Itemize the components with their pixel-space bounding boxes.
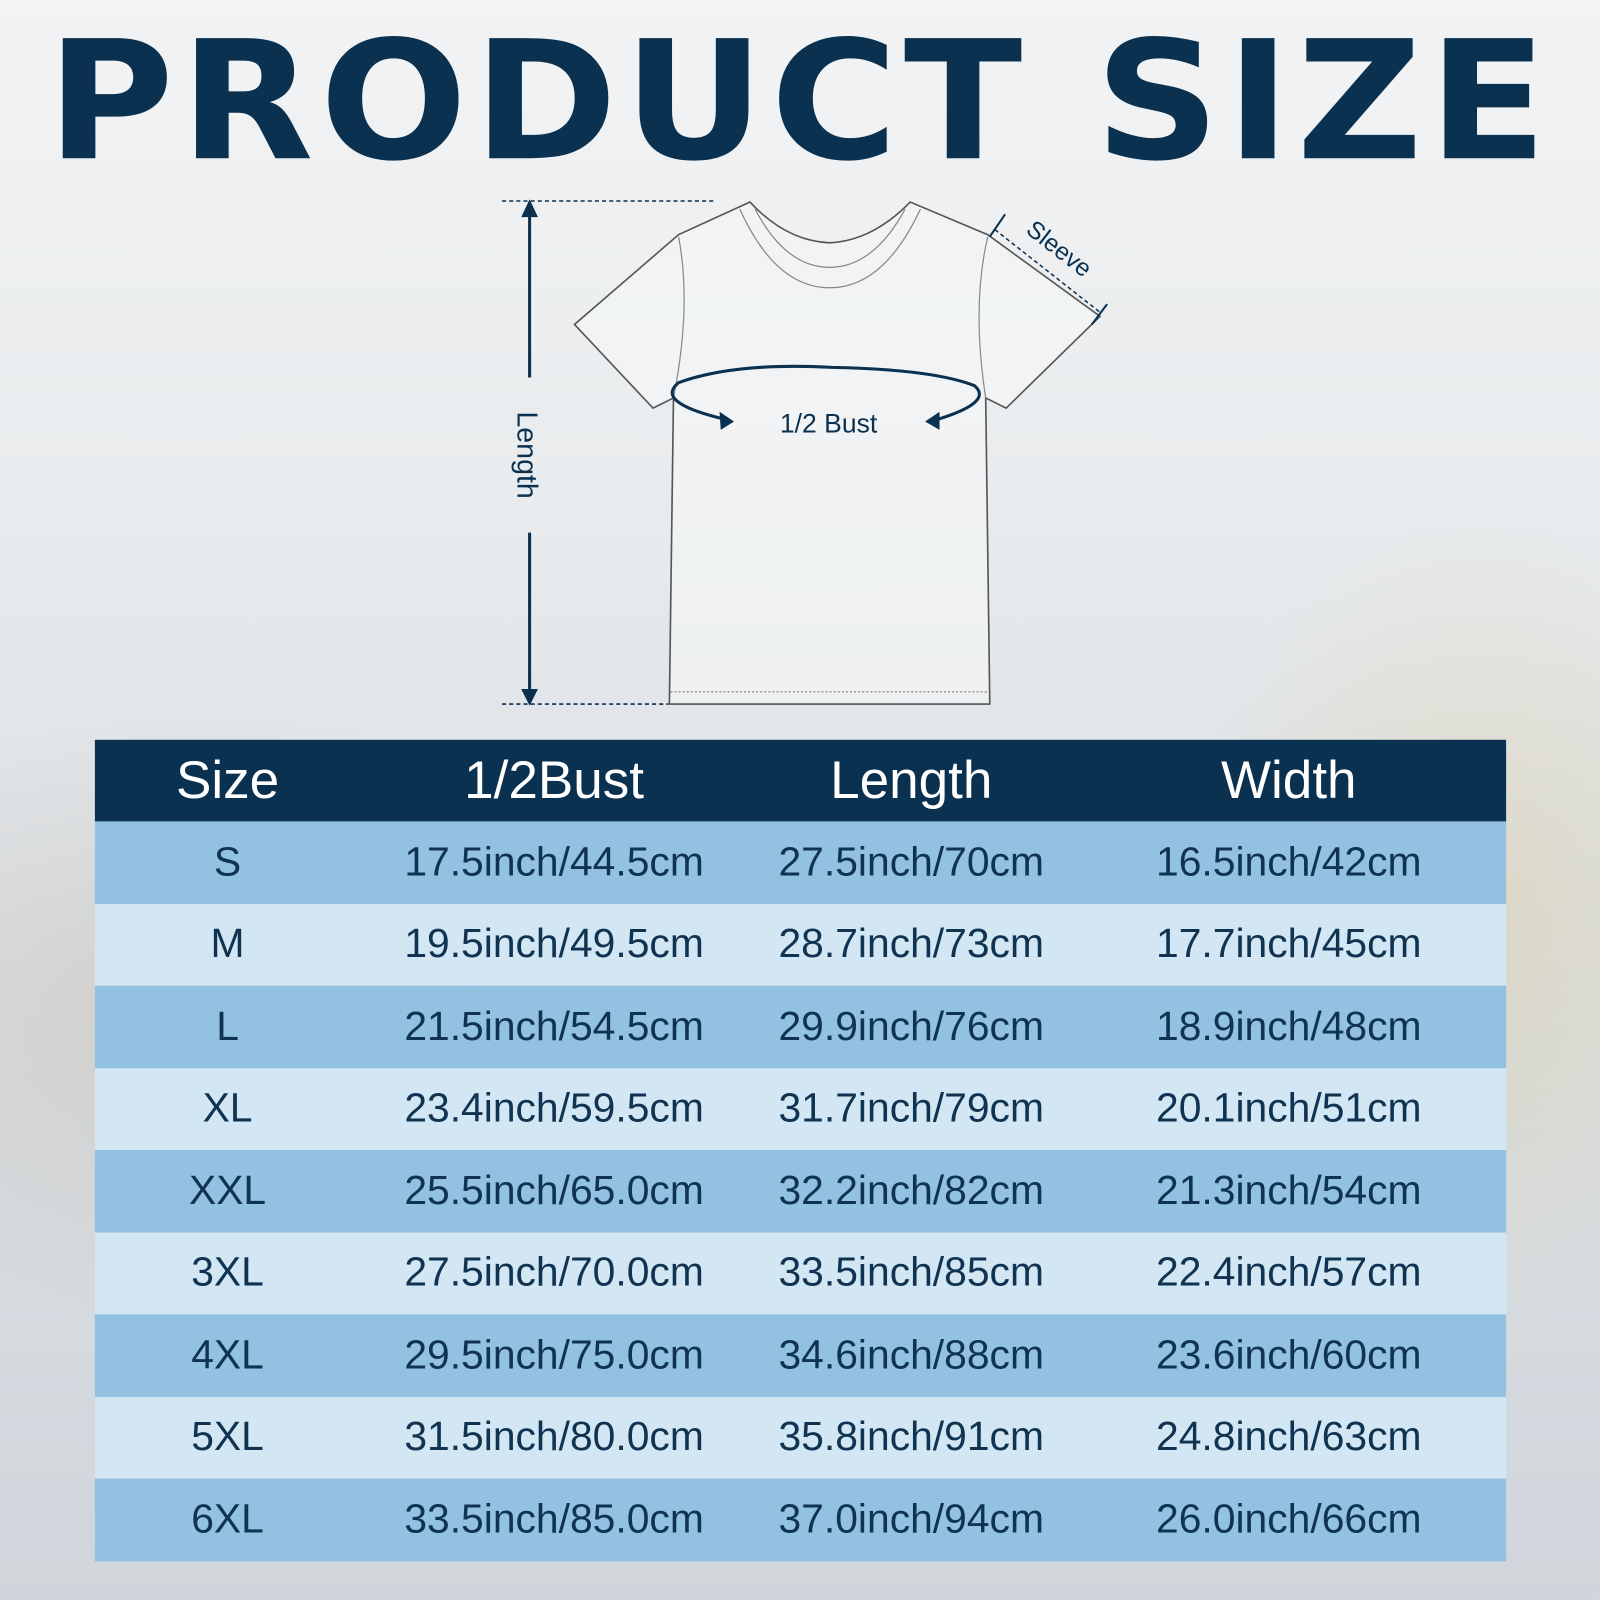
table-row: S 17.5inch/44.5cm 27.5inch/70cm 16.5inch/42… [94, 821, 1507, 904]
table-row: 4XL 29.5inch/75.0cm 34.6inch/88cm 23.6inch/… [94, 1314, 1507, 1397]
cell-size: S [213, 839, 242, 885]
cell-bust: 27.5inch/70.0cm [404, 1250, 704, 1296]
cell-size: 6XL [191, 1496, 264, 1542]
cell-bust: 25.5inch/65.0cm [404, 1168, 704, 1214]
cell-length: 28.7inch/73cm [778, 921, 1044, 967]
table-body: S 17.5inch/44.5cm 27.5inch/70cm 16.5inch/42… [94, 821, 1507, 1561]
cell-width: 16.5inch/42cm [1156, 839, 1422, 885]
cell-length: 32.2inch/82cm [778, 1168, 1044, 1214]
cell-length: 37.0inch/94cm [778, 1496, 1044, 1542]
cell-length: 34.6inch/88cm [778, 1332, 1044, 1378]
cell-size: L [216, 1003, 239, 1049]
cell-width: 20.1inch/51cm [1156, 1085, 1422, 1131]
cell-length: 35.8inch/91cm [778, 1414, 1044, 1460]
table-row: 5XL 31.5inch/80.0cm 35.8inch/91cm 24.8inch/… [94, 1396, 1507, 1479]
cell-size: 5XL [191, 1414, 264, 1460]
table-row: M 19.5inch/49.5cm 28.7inch/73cm 17.7inch/45… [94, 903, 1507, 986]
cell-bust: 31.5inch/80.0cm [404, 1414, 704, 1460]
size-table: Size 1/2Bust Length Width S 17.5inch/44.5… [94, 739, 1507, 1561]
page-title: PRODUCT SIZE [46, 6, 1554, 199]
table-row: L 21.5inch/54.5cm 29.9inch/76cm 18.9inch/48… [94, 985, 1507, 1068]
bust-label: 1/2 Bust [780, 409, 878, 439]
cell-width: 23.6inch/60cm [1156, 1332, 1422, 1378]
length-label: Length [510, 411, 542, 498]
table-row: 6XL 33.5inch/85.0cm 37.0inch/94cm 26.0inch/… [94, 1478, 1507, 1561]
table-header: Size 1/2Bust Length Width [94, 739, 1507, 822]
measurement-arrows [502, 199, 1108, 706]
cell-bust: 19.5inch/49.5cm [404, 921, 704, 967]
cell-bust: 21.5inch/54.5cm [404, 1003, 704, 1049]
cell-size: XL [202, 1085, 253, 1131]
cell-length: 27.5inch/70cm [778, 839, 1044, 885]
cell-length: 29.9inch/76cm [778, 1003, 1044, 1049]
cell-bust: 29.5inch/75.0cm [404, 1332, 704, 1378]
header-bust: 1/2Bust [464, 751, 645, 811]
table-row: XXL 25.5inch/65.0cm 32.2inch/82cm 21.3inch/… [94, 1149, 1507, 1233]
cell-length: 33.5inch/85cm [778, 1250, 1044, 1296]
header-length: Length [830, 751, 993, 811]
tshirt-seams [670, 208, 989, 693]
header-width: Width [1220, 751, 1357, 811]
cell-bust: 17.5inch/44.5cm [404, 839, 704, 885]
cell-size: XXL [188, 1168, 267, 1214]
table-row: 3XL 27.5inch/70.0cm 33.5inch/85cm 22.4inch/… [94, 1232, 1507, 1315]
cell-size: M [210, 921, 245, 967]
cell-size: 4XL [191, 1332, 264, 1378]
cell-bust: 33.5inch/85.0cm [404, 1496, 704, 1542]
table-row: XL 23.4inch/59.5cm 31.7inch/79cm 20.1inch/5… [94, 1067, 1507, 1150]
cell-length: 31.7inch/79cm [778, 1085, 1044, 1131]
cell-width: 17.7inch/45cm [1156, 921, 1422, 967]
cell-width: 21.3inch/54cm [1156, 1168, 1422, 1214]
cell-width: 26.0inch/66cm [1156, 1496, 1422, 1542]
cell-size: 3XL [191, 1250, 264, 1296]
cell-width: 18.9inch/48cm [1156, 1003, 1422, 1049]
tshirt-outline [573, 201, 1102, 705]
tshirt-diagram: 1/2 Bust Length Sleeve [502, 199, 1108, 706]
cell-width: 24.8inch/63cm [1156, 1414, 1422, 1460]
header-size: Size [175, 751, 280, 811]
cell-width: 22.4inch/57cm [1156, 1250, 1422, 1296]
cell-bust: 23.4inch/59.5cm [404, 1085, 704, 1131]
